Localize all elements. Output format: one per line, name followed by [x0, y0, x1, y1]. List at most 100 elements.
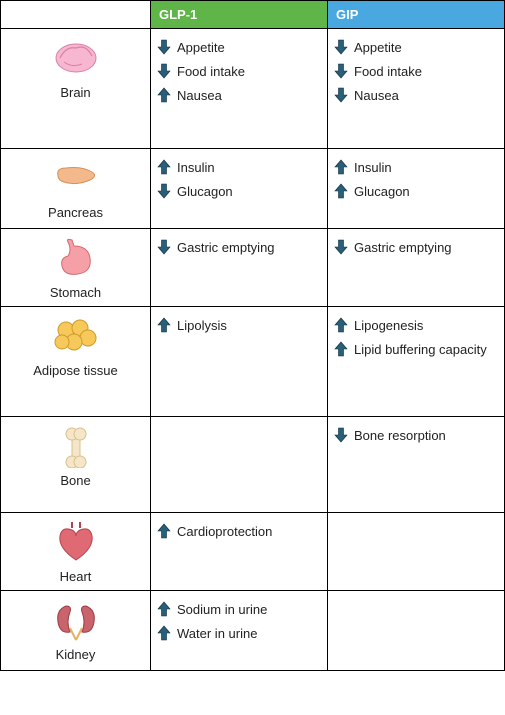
- effect-label: Water in urine: [177, 627, 257, 640]
- bone-icon: [7, 423, 144, 469]
- effect-stomach-gip-0: Gastric emptying: [334, 239, 498, 255]
- arrow-up-icon: [334, 341, 348, 357]
- arrow-down-icon: [157, 39, 171, 55]
- table-row-pancreas: Pancreas Insulin Glucagon Insulin Glucagon: [1, 149, 505, 229]
- adipose-icon: [7, 313, 144, 359]
- table-row-adipose: Adipose tissue Lipolysis Lipogenesis Lipid …: [1, 307, 505, 417]
- effect-label: Bone resorption: [354, 429, 446, 442]
- table-row-brain: Brain Appetite Food intake Nausea Appetite Fo…: [1, 29, 505, 149]
- table-row-bone: Bone Bone resorption: [1, 417, 505, 513]
- effect-brain-glp1-1: Food intake: [157, 63, 321, 79]
- cell-brain-gip: Appetite Food intake Nausea: [328, 29, 505, 149]
- cell-bone-gip: Bone resorption: [328, 417, 505, 513]
- effect-label: Lipogenesis: [354, 319, 423, 332]
- table-row-kidney: Kidney Sodium in urine Water in urine: [1, 591, 505, 671]
- organ-cell-kidney: Kidney: [1, 591, 151, 671]
- kidney-icon: [7, 597, 144, 643]
- header-row: GLP-1 GIP: [1, 1, 505, 29]
- cell-heart-gip: [328, 513, 505, 591]
- cell-stomach-glp1: Gastric emptying: [151, 229, 328, 307]
- arrow-up-icon: [157, 523, 171, 539]
- effect-adipose-gip-1: Lipid buffering capacity: [334, 341, 498, 357]
- header-gip: GIP: [328, 1, 505, 29]
- effect-brain-glp1-0: Appetite: [157, 39, 321, 55]
- effect-heart-glp1-0: Cardioprotection: [157, 523, 321, 539]
- effect-label: Cardioprotection: [177, 525, 272, 538]
- effect-brain-gip-2: Nausea: [334, 87, 498, 103]
- arrow-up-icon: [334, 183, 348, 199]
- arrow-up-icon: [334, 317, 348, 333]
- effect-brain-gip-0: Appetite: [334, 39, 498, 55]
- cell-bone-glp1: [151, 417, 328, 513]
- effect-bone-gip-0: Bone resorption: [334, 427, 498, 443]
- effect-pancreas-glp1-1: Glucagon: [157, 183, 321, 199]
- effect-brain-gip-1: Food intake: [334, 63, 498, 79]
- arrow-up-icon: [157, 601, 171, 617]
- arrow-down-icon: [334, 239, 348, 255]
- cell-adipose-glp1: Lipolysis: [151, 307, 328, 417]
- arrow-down-icon: [334, 87, 348, 103]
- cell-adipose-gip: Lipogenesis Lipid buffering capacity: [328, 307, 505, 417]
- arrow-up-icon: [157, 159, 171, 175]
- pancreas-icon: [7, 155, 144, 201]
- effect-label: Appetite: [354, 41, 402, 54]
- arrow-up-icon: [157, 87, 171, 103]
- table-row-stomach: Stomach Gastric emptying Gastric emptying: [1, 229, 505, 307]
- effect-label: Nausea: [177, 89, 222, 102]
- organ-label-heart: Heart: [7, 569, 144, 584]
- cell-kidney-glp1: Sodium in urine Water in urine: [151, 591, 328, 671]
- effect-label: Food intake: [177, 65, 245, 78]
- effect-label: Food intake: [354, 65, 422, 78]
- organ-label-brain: Brain: [7, 85, 144, 100]
- effect-label: Insulin: [354, 161, 392, 174]
- effect-label: Nausea: [354, 89, 399, 102]
- effect-label: Appetite: [177, 41, 225, 54]
- effect-label: Gastric emptying: [177, 241, 275, 254]
- arrow-down-icon: [157, 183, 171, 199]
- comparison-table: GLP-1 GIP Brain Appetite Food intake Nausea…: [0, 0, 505, 671]
- cell-pancreas-gip: Insulin Glucagon: [328, 149, 505, 229]
- brain-icon: [7, 35, 144, 81]
- table-row-heart: Heart Cardioprotection: [1, 513, 505, 591]
- effect-kidney-glp1-0: Sodium in urine: [157, 601, 321, 617]
- organ-label-kidney: Kidney: [7, 647, 144, 662]
- effect-pancreas-glp1-0: Insulin: [157, 159, 321, 175]
- arrow-down-icon: [334, 427, 348, 443]
- cell-stomach-gip: Gastric emptying: [328, 229, 505, 307]
- cell-heart-glp1: Cardioprotection: [151, 513, 328, 591]
- effect-label: Gastric emptying: [354, 241, 452, 254]
- effect-label: Lipid buffering capacity: [354, 343, 487, 356]
- arrow-up-icon: [157, 317, 171, 333]
- organ-label-adipose: Adipose tissue: [7, 363, 144, 378]
- cell-brain-glp1: Appetite Food intake Nausea: [151, 29, 328, 149]
- effect-label: Glucagon: [177, 185, 233, 198]
- effect-adipose-glp1-0: Lipolysis: [157, 317, 321, 333]
- organ-cell-stomach: Stomach: [1, 229, 151, 307]
- effect-label: Insulin: [177, 161, 215, 174]
- arrow-down-icon: [334, 63, 348, 79]
- organ-cell-brain: Brain: [1, 29, 151, 149]
- effect-adipose-gip-0: Lipogenesis: [334, 317, 498, 333]
- effect-pancreas-gip-0: Insulin: [334, 159, 498, 175]
- effect-stomach-glp1-0: Gastric emptying: [157, 239, 321, 255]
- arrow-up-icon: [334, 159, 348, 175]
- arrow-down-icon: [334, 39, 348, 55]
- effect-kidney-glp1-1: Water in urine: [157, 625, 321, 641]
- organ-cell-adipose: Adipose tissue: [1, 307, 151, 417]
- arrow-down-icon: [157, 63, 171, 79]
- effect-label: Sodium in urine: [177, 603, 267, 616]
- organ-label-stomach: Stomach: [7, 285, 144, 300]
- stomach-icon: [7, 235, 144, 281]
- effect-pancreas-gip-1: Glucagon: [334, 183, 498, 199]
- cell-pancreas-glp1: Insulin Glucagon: [151, 149, 328, 229]
- effect-label: Lipolysis: [177, 319, 227, 332]
- cell-kidney-gip: [328, 591, 505, 671]
- arrow-down-icon: [157, 239, 171, 255]
- effect-label: Glucagon: [354, 185, 410, 198]
- heart-icon: [7, 519, 144, 565]
- organ-label-bone: Bone: [7, 473, 144, 488]
- organ-cell-bone: Bone: [1, 417, 151, 513]
- organ-label-pancreas: Pancreas: [7, 205, 144, 220]
- organ-cell-heart: Heart: [1, 513, 151, 591]
- organ-cell-pancreas: Pancreas: [1, 149, 151, 229]
